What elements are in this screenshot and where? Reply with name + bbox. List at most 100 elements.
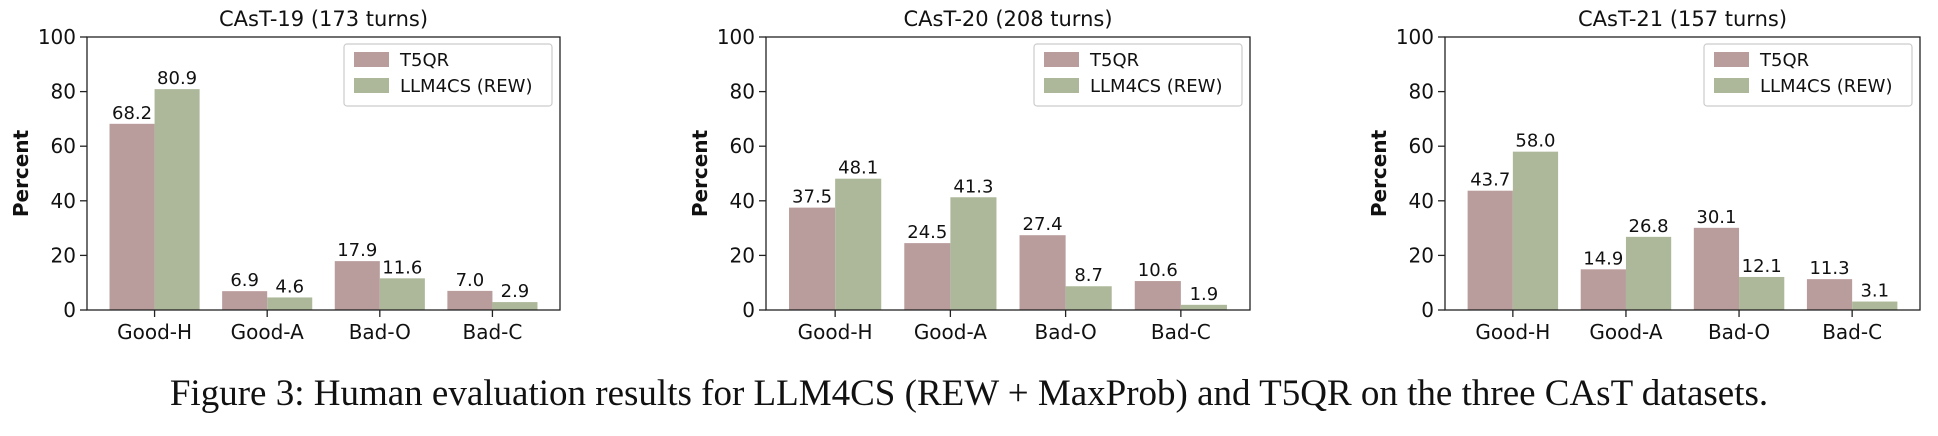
- bar-t5qr: [1134, 281, 1181, 310]
- bar-value-label: 58.0: [1515, 131, 1555, 152]
- y-tick-label: 60: [730, 134, 755, 158]
- legend-swatch: [1714, 78, 1749, 93]
- bar-value-label: 10.6: [1138, 260, 1178, 281]
- bar-llm4cs: [154, 89, 200, 310]
- legend-box: [1703, 43, 1913, 107]
- chart-panel-2: CAsT-20 (208 turns) 0 20 40 60 80 100 Percent 37…: [688, 7, 1251, 344]
- bar-value-label: 14.9: [1583, 248, 1623, 269]
- y-tick-label: 60: [51, 134, 76, 158]
- plot-frame: [86, 36, 561, 311]
- legend: T5QR LLM4CS (REW): [1703, 43, 1913, 107]
- y-tick-label: 80: [730, 80, 755, 104]
- y-tick-label: 0: [742, 298, 755, 322]
- chart-title: CAsT-20 (208 turns): [903, 7, 1112, 31]
- y-tick-label: 40: [51, 189, 76, 213]
- legend-label: LLM4CS (REW): [1760, 76, 1892, 97]
- x-tick-label: Good-H: [117, 320, 192, 344]
- plot-frame: [1444, 36, 1921, 311]
- legend: T5QR LLM4CS (REW): [343, 43, 553, 107]
- bar-t5qr: [1019, 235, 1066, 310]
- bar-t5qr: [109, 123, 155, 311]
- y-tick-label: 80: [51, 80, 76, 104]
- bar-value-label: 12.1: [1742, 256, 1782, 277]
- y-tick-label: 60: [1409, 134, 1434, 158]
- bar-value-label: 26.8: [1629, 216, 1669, 237]
- legend-swatch: [1714, 52, 1749, 67]
- bar-llm4cs: [1512, 151, 1559, 310]
- legend-swatch: [354, 78, 389, 93]
- x-tick-label: Bad-O: [349, 320, 411, 344]
- bar-value-label: 11.3: [1809, 258, 1849, 279]
- bar-llm4cs: [379, 278, 425, 310]
- chart-panel-1: CAsT-19 (173 turns) 0 20 40 60 80 100 Percent 68…: [9, 7, 561, 344]
- bar-value-label: 11.6: [382, 257, 422, 278]
- x-tick-label: Good-A: [1589, 320, 1662, 344]
- legend-label: LLM4CS (REW): [1090, 76, 1222, 97]
- x-tick-label: Bad-C: [1151, 320, 1211, 344]
- y-axis-label: Percent: [9, 129, 33, 217]
- figure-charts: CAsT-19 (173 turns) 0 20 40 60 80 100 Percent 68…: [9, 7, 1921, 344]
- bar-value-label: 8.7: [1074, 265, 1103, 286]
- legend-swatch: [354, 52, 389, 67]
- x-tick-label: Bad-O: [1708, 320, 1770, 344]
- bar-t5qr: [1806, 279, 1853, 310]
- y-tick-label: 0: [63, 298, 76, 322]
- x-tick-label: Good-H: [798, 320, 873, 344]
- legend-label: T5QR: [1759, 50, 1809, 71]
- bar-llm4cs: [1065, 286, 1112, 310]
- bar-value-label: 1.9: [1190, 284, 1219, 305]
- bar-value-label: 80.9: [157, 68, 197, 89]
- legend-label: T5QR: [1089, 50, 1139, 71]
- chart-title: CAsT-19 (173 turns): [219, 7, 428, 31]
- bar-t5qr: [1693, 227, 1740, 310]
- y-tick-label: 20: [730, 243, 755, 267]
- y-tick-label: 20: [51, 243, 76, 267]
- y-axis-label: Percent: [688, 129, 712, 217]
- legend-label: T5QR: [399, 50, 449, 71]
- bar-t5qr: [789, 207, 836, 310]
- y-tick-label: 80: [1409, 80, 1434, 104]
- bar-llm4cs: [1852, 301, 1898, 310]
- chart-panel-3: CAsT-21 (157 turns) 0 20 40 60 80 100 Percent 43…: [1367, 7, 1921, 344]
- bar-llm4cs: [950, 197, 997, 310]
- bar-llm4cs: [267, 297, 313, 310]
- legend: T5QR LLM4CS (REW): [1033, 43, 1243, 107]
- bar-value-label: 41.3: [953, 176, 993, 197]
- legend-swatch: [1044, 52, 1079, 67]
- bar-value-label: 43.7: [1470, 170, 1510, 191]
- legend-swatch: [1044, 78, 1079, 93]
- chart-title: CAsT-21 (157 turns): [1578, 7, 1787, 31]
- figure-caption: Figure 3: Human evaluation results for L…: [169, 373, 1769, 414]
- bar-llm4cs: [492, 302, 538, 310]
- bar-value-label: 7.0: [456, 270, 485, 291]
- y-tick-label: 0: [1421, 298, 1434, 322]
- bar-value-label: 17.9: [337, 240, 377, 261]
- legend-box: [1033, 43, 1243, 107]
- bar-value-label: 6.9: [230, 270, 259, 291]
- y-tick-label: 40: [1409, 189, 1434, 213]
- bar-t5qr: [1580, 269, 1626, 310]
- bar-t5qr: [334, 261, 380, 310]
- bar-t5qr: [1467, 190, 1513, 310]
- x-tick-label: Good-A: [231, 320, 304, 344]
- x-tick-label: Bad-O: [1035, 320, 1097, 344]
- bar-value-label: 24.5: [907, 222, 947, 243]
- bar-value-label: 4.6: [275, 276, 304, 297]
- bar-value-label: 2.9: [501, 281, 530, 302]
- bar-llm4cs: [1739, 276, 1785, 310]
- bar-value-label: 37.5: [792, 187, 832, 208]
- y-tick-label: 100: [38, 25, 76, 49]
- x-tick-label: Bad-C: [462, 320, 522, 344]
- bar-value-label: 68.2: [112, 103, 152, 124]
- bar-llm4cs: [1180, 304, 1227, 310]
- bar-value-label: 48.1: [838, 158, 878, 179]
- y-tick-label: 20: [1409, 243, 1434, 267]
- legend-label: LLM4CS (REW): [400, 76, 532, 97]
- bar-llm4cs: [1625, 236, 1672, 310]
- bar-t5qr: [904, 243, 951, 310]
- bar-value-label: 30.1: [1696, 207, 1736, 228]
- y-tick-label: 40: [730, 189, 755, 213]
- bar-t5qr: [447, 290, 493, 310]
- plot-frame: [765, 36, 1251, 311]
- x-tick-label: Good-A: [914, 320, 987, 344]
